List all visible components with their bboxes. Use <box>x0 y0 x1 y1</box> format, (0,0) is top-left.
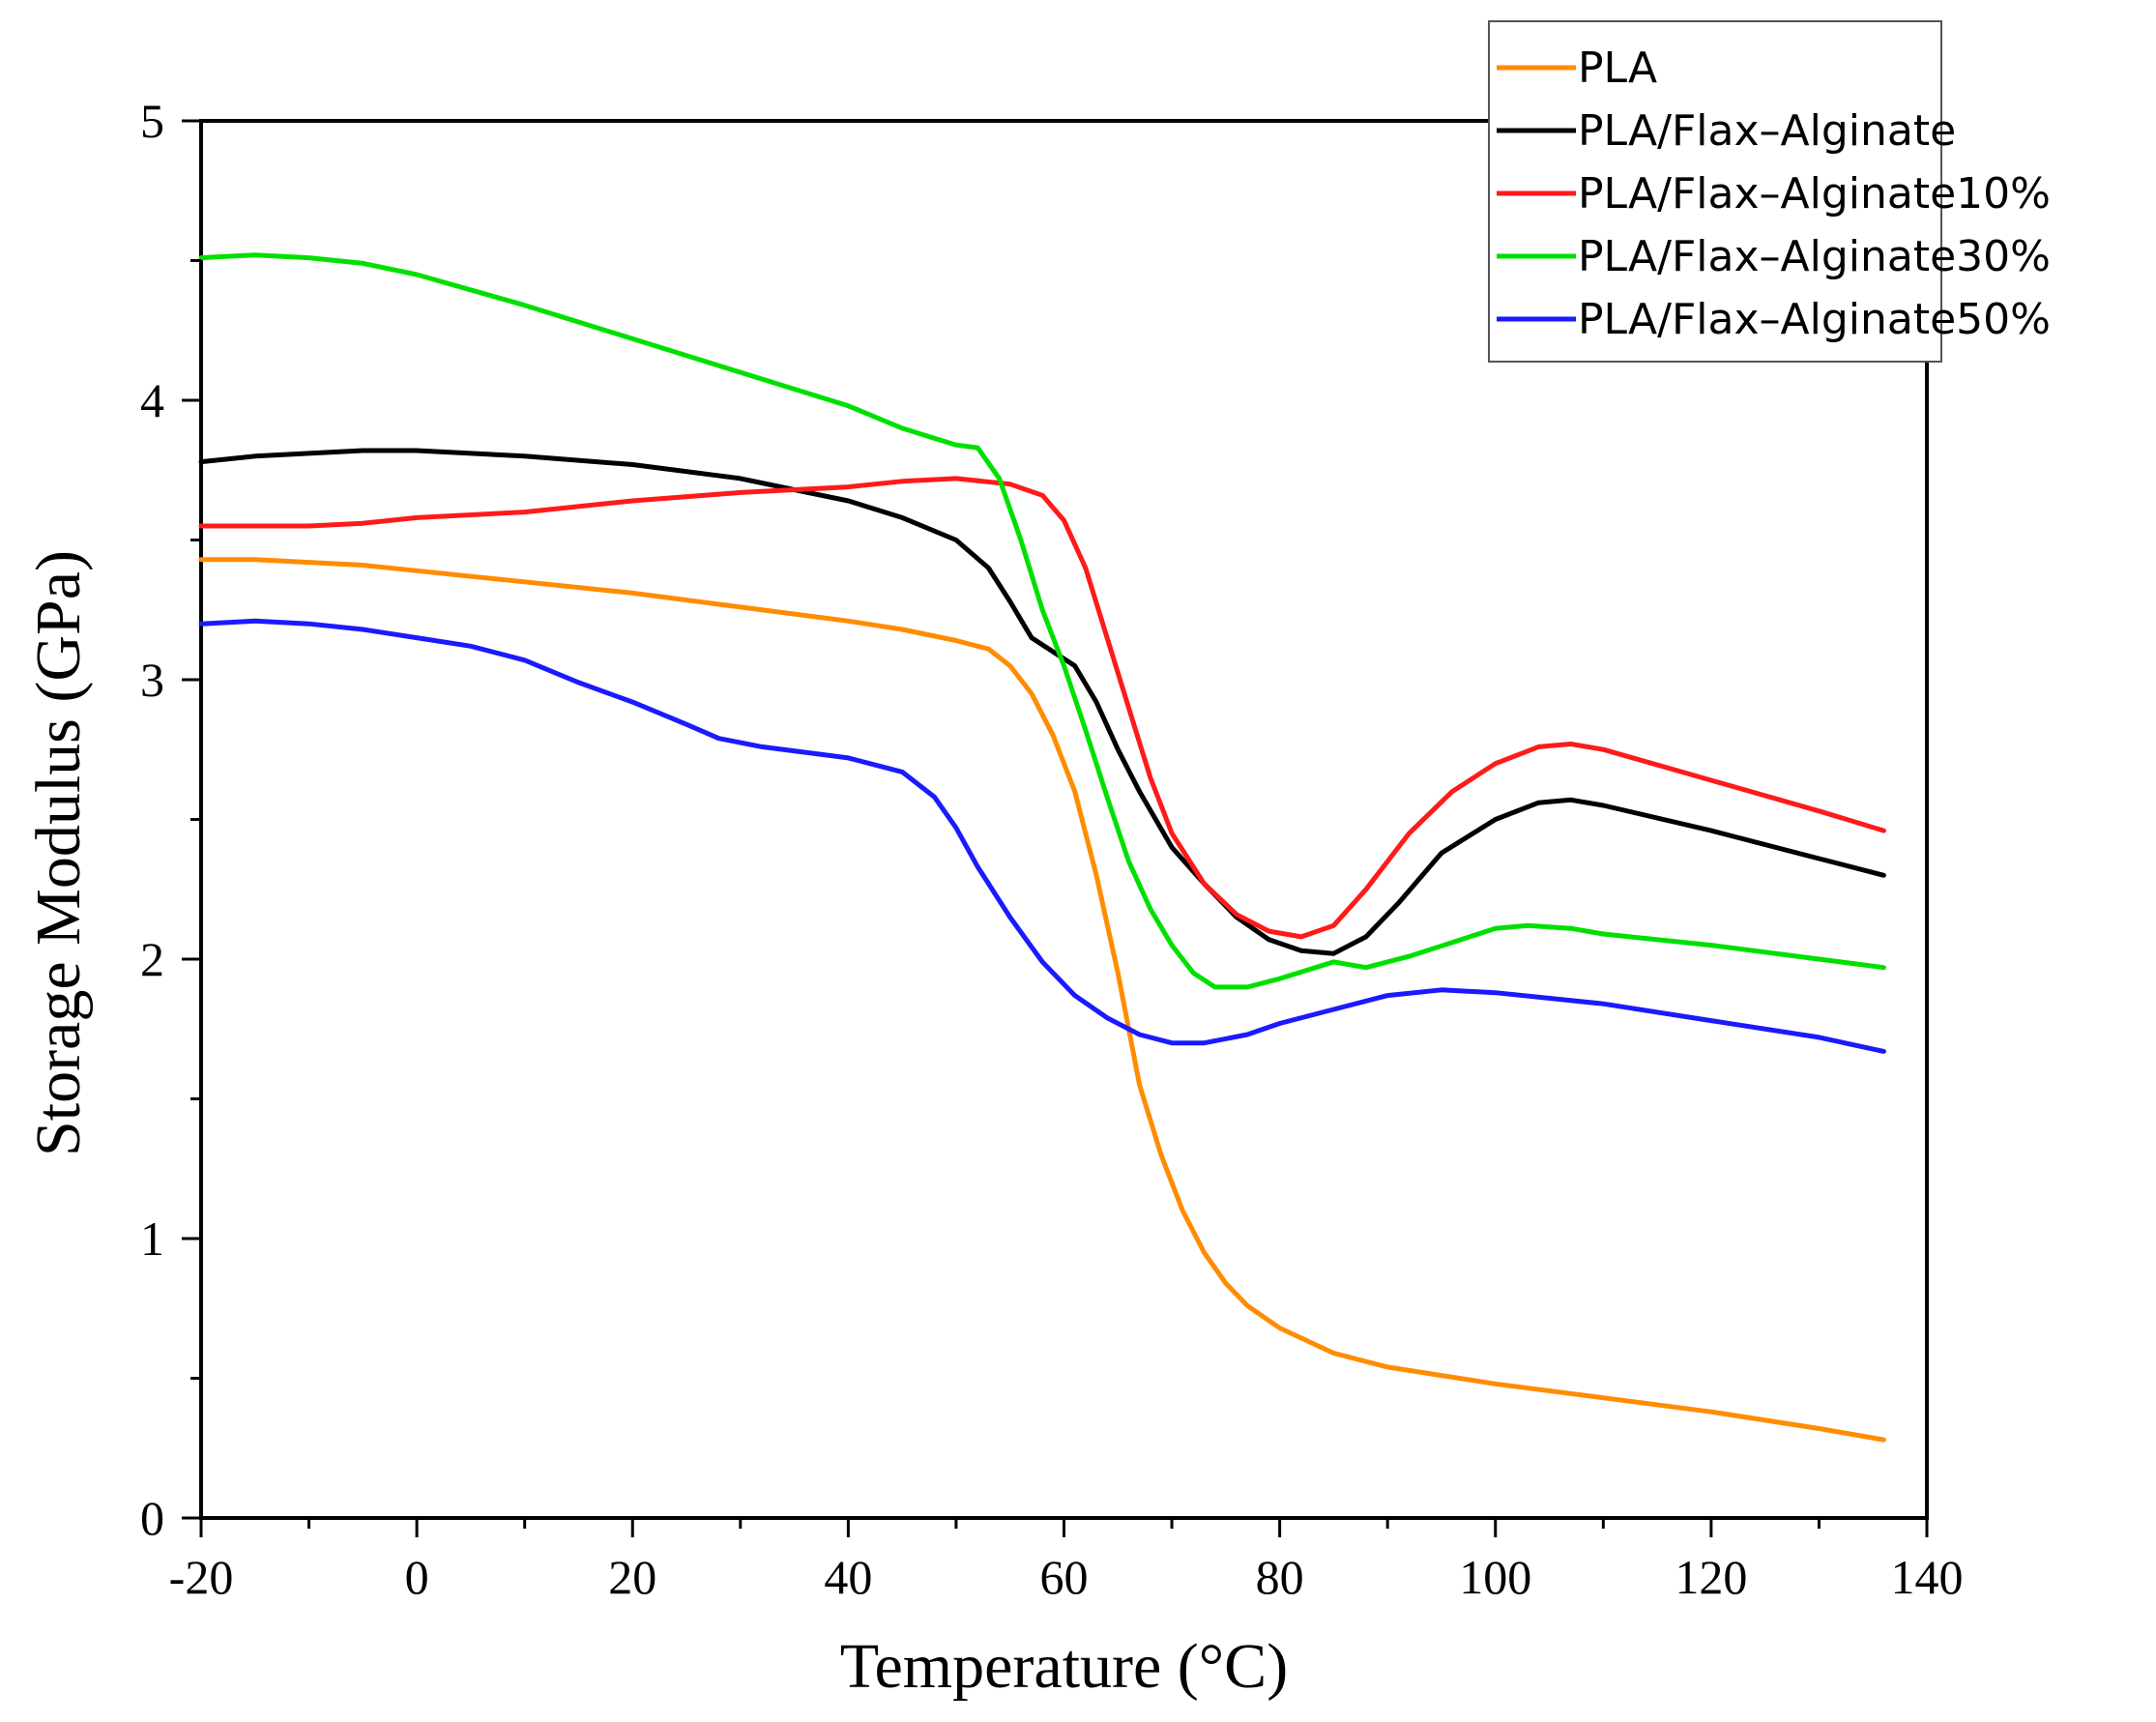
y-tick-label: 5 <box>140 94 164 148</box>
y-tick-label: 3 <box>140 653 164 707</box>
x-tick-label: 140 <box>1891 1550 1964 1604</box>
y-tick-label: 2 <box>140 932 164 986</box>
series-line-3 <box>198 476 1886 940</box>
series-line-1 <box>198 557 1886 1443</box>
legend-label-5: PLA/Flax–Alginate50% <box>1578 295 2051 344</box>
x-axis-title: Temperature (°C) <box>840 1631 1288 1702</box>
x-axis: -20 0 20 40 60 80 100 120 140 <box>169 1518 1964 1604</box>
series-line-4 <box>198 252 1886 990</box>
legend-label-1: PLA <box>1578 44 1657 93</box>
x-tick-label: 60 <box>1040 1550 1089 1604</box>
y-axis: 0 1 2 3 4 5 <box>140 94 201 1545</box>
x-tick-label: 40 <box>824 1550 872 1604</box>
x-tick-label: 20 <box>608 1550 656 1604</box>
x-tick-label: 100 <box>1459 1550 1531 1604</box>
legend-label-4: PLA/Flax–Alginate30% <box>1578 232 2051 281</box>
legend: PLA PLA/Flax–Alginate PLA/Flax–Alginate10%… <box>1488 20 2051 363</box>
x-tick-label: 0 <box>405 1550 429 1604</box>
series-line-5 <box>198 618 1886 1054</box>
y-tick-label: 0 <box>140 1491 164 1545</box>
x-tick-label: 80 <box>1256 1550 1304 1604</box>
series-line-2 <box>198 448 1886 956</box>
legend-label-3: PLA/Flax–Alginate10% <box>1578 169 2051 219</box>
y-tick-label: 4 <box>140 373 164 427</box>
y-axis-title: Storage Modulus (GPa) <box>23 550 94 1156</box>
x-tick-label: -20 <box>169 1550 234 1604</box>
x-tick-label: 120 <box>1675 1550 1747 1604</box>
series-layer <box>198 252 1886 1443</box>
y-tick-label: 1 <box>140 1211 164 1266</box>
legend-label-2: PLA/Flax–Alginate <box>1578 106 1956 156</box>
